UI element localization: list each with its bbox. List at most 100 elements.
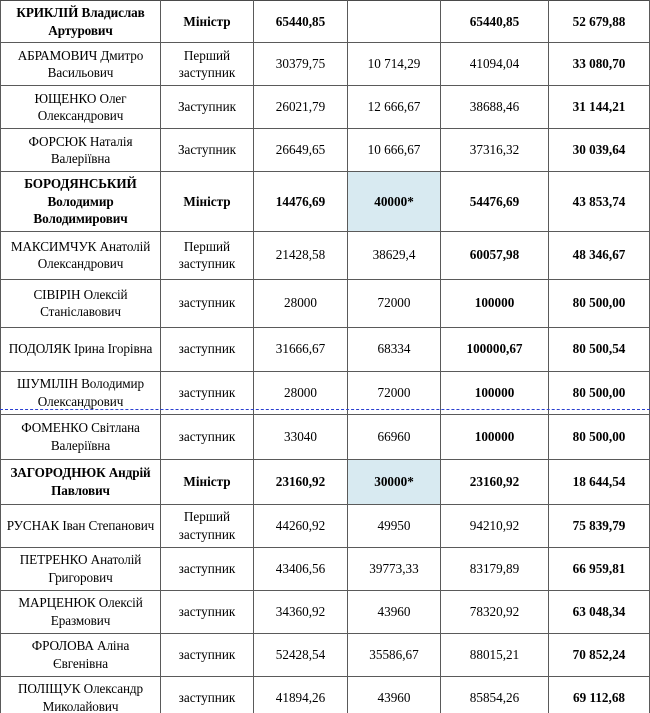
cell-name[interactable]: ПОЛІЩУК Олександр Миколайович — [0, 675, 161, 713]
cell-name[interactable]: ФРОЛОВА Аліна Євгенівна — [0, 632, 161, 677]
cell-salary[interactable]: 65440,85 — [253, 0, 348, 44]
cell-salary[interactable]: 44260,92 — [253, 503, 348, 548]
cell-name[interactable]: СІВІРІН Олексій Станіславович — [0, 278, 161, 328]
table-row[interactable]: ПОЛІЩУК Олександр Миколайович заступник 41… — [0, 675, 650, 713]
cell-bonus[interactable] — [347, 0, 441, 44]
cell-net[interactable]: 33 080,70 — [548, 42, 650, 87]
table-row[interactable]: ЗАГОРОДНЮК Андрій Павлович Міністр 23160,9… — [0, 458, 650, 505]
cell-salary[interactable]: 28000 — [253, 370, 348, 415]
cell-position[interactable]: заступник — [160, 326, 254, 372]
cell-salary[interactable]: 31666,67 — [253, 326, 348, 372]
cell-net[interactable]: 80 500,00 — [548, 278, 650, 328]
cell-total[interactable]: 100000,67 — [440, 326, 549, 372]
cell-bonus[interactable]: 35586,67 — [347, 632, 441, 677]
table-row[interactable]: ПОДОЛЯК Ірина Ігорівна заступник 31666,67 6… — [0, 326, 650, 372]
cell-net[interactable]: 80 500,00 — [548, 413, 650, 460]
cell-total[interactable]: 78320,92 — [440, 589, 549, 634]
cell-net[interactable]: 80 500,54 — [548, 326, 650, 372]
cell-position[interactable]: заступник — [160, 675, 254, 713]
cell-net[interactable]: 18 644,54 — [548, 458, 650, 505]
cell-total[interactable]: 41094,04 — [440, 42, 549, 87]
cell-salary[interactable]: 26021,79 — [253, 85, 348, 130]
cell-total[interactable]: 85854,26 — [440, 675, 549, 713]
table-row[interactable]: ПЕТРЕНКО Анатолій Григорович заступник 434… — [0, 546, 650, 591]
cell-position[interactable]: Перший заступник — [160, 230, 254, 280]
cell-total[interactable]: 23160,92 — [440, 458, 549, 505]
cell-salary[interactable]: 26649,65 — [253, 128, 348, 173]
cell-position[interactable]: Міністр — [160, 0, 254, 44]
table-row[interactable]: ФРОЛОВА Аліна Євгенівна заступник 52428,54… — [0, 632, 650, 677]
cell-net[interactable]: 31 144,21 — [548, 85, 650, 130]
table-row[interactable]: КРИКЛІЙ Владислав Артурович Міністр 65440,… — [0, 0, 650, 44]
cell-bonus[interactable]: 12 666,67 — [347, 85, 441, 130]
cell-net[interactable]: 43 853,74 — [548, 171, 650, 232]
cell-salary[interactable]: 14476,69 — [253, 171, 348, 232]
table-row[interactable]: АБРАМОВИЧ Дмитро Васильович Перший заступ… — [0, 42, 650, 87]
cell-name[interactable]: АБРАМОВИЧ Дмитро Васильович — [0, 42, 161, 87]
cell-name[interactable]: ШУМІЛІН Володимир Олександрович — [0, 370, 161, 415]
cell-net[interactable]: 48 346,67 — [548, 230, 650, 280]
cell-name[interactable]: ЗАГОРОДНЮК Андрій Павлович — [0, 458, 161, 505]
cell-salary[interactable]: 34360,92 — [253, 589, 348, 634]
cell-salary[interactable]: 52428,54 — [253, 632, 348, 677]
cell-bonus[interactable]: 43960 — [347, 675, 441, 713]
cell-name[interactable]: БОРОДЯНСЬКИЙ Володимир Володимирович — [0, 171, 161, 232]
cell-position[interactable]: заступник — [160, 589, 254, 634]
table-row[interactable]: БОРОДЯНСЬКИЙ Володимир Володимирович Міні… — [0, 171, 650, 232]
cell-net[interactable]: 63 048,34 — [548, 589, 650, 634]
cell-position[interactable]: Міністр — [160, 458, 254, 505]
cell-position[interactable]: Перший заступник — [160, 42, 254, 87]
cell-total[interactable]: 37316,32 — [440, 128, 549, 173]
cell-total[interactable]: 83179,89 — [440, 546, 549, 591]
cell-position[interactable]: Заступник — [160, 128, 254, 173]
cell-bonus[interactable]: 39773,33 — [347, 546, 441, 591]
cell-name[interactable]: ФОРСЮК Наталія Валеріївна — [0, 128, 161, 173]
cell-total[interactable]: 60057,98 — [440, 230, 549, 280]
cell-bonus[interactable]: 10 714,29 — [347, 42, 441, 87]
table-row[interactable]: ШУМІЛІН Володимир Олександрович заступник… — [0, 370, 650, 415]
cell-name[interactable]: ПОДОЛЯК Ірина Ігорівна — [0, 326, 161, 372]
cell-position[interactable]: заступник — [160, 278, 254, 328]
cell-position[interactable]: Міністр — [160, 171, 254, 232]
cell-name[interactable]: ФОМЕНКО Світлана Валеріївна — [0, 413, 161, 460]
table-row[interactable]: ЮЩЕНКО Олег Олександрович Заступник 26021,… — [0, 85, 650, 130]
cell-bonus[interactable]: 72000 — [347, 278, 441, 328]
cell-bonus[interactable]: 43960 — [347, 589, 441, 634]
cell-total[interactable]: 100000 — [440, 370, 549, 415]
cell-name[interactable]: МАРЦЕНЮК Олексій Еразмович — [0, 589, 161, 634]
cell-name[interactable]: МАКСИМЧУК Анатолій Олександрович — [0, 230, 161, 280]
cell-total[interactable]: 54476,69 — [440, 171, 549, 232]
cell-total[interactable]: 65440,85 — [440, 0, 549, 44]
cell-salary[interactable]: 41894,26 — [253, 675, 348, 713]
cell-bonus[interactable]: 72000 — [347, 370, 441, 415]
cell-bonus[interactable]: 66960 — [347, 413, 441, 460]
table-row[interactable]: МАКСИМЧУК Анатолій Олександрович Перший з… — [0, 230, 650, 280]
cell-name[interactable]: ПЕТРЕНКО Анатолій Григорович — [0, 546, 161, 591]
cell-bonus[interactable]: 38629,4 — [347, 230, 441, 280]
cell-net[interactable]: 52 679,88 — [548, 0, 650, 44]
cell-salary[interactable]: 43406,56 — [253, 546, 348, 591]
cell-salary[interactable]: 28000 — [253, 278, 348, 328]
cell-position[interactable]: заступник — [160, 632, 254, 677]
cell-name[interactable]: ЮЩЕНКО Олег Олександрович — [0, 85, 161, 130]
cell-net[interactable]: 69 112,68 — [548, 675, 650, 713]
cell-position[interactable]: заступник — [160, 370, 254, 415]
table-row[interactable]: РУСНАК Іван Степанович Перший заступник 44… — [0, 503, 650, 548]
cell-bonus[interactable]: 40000* — [347, 171, 441, 232]
cell-position[interactable]: заступник — [160, 413, 254, 460]
table-row[interactable]: ФОРСЮК Наталія Валеріївна Заступник 26649,… — [0, 128, 650, 173]
cell-net[interactable]: 66 959,81 — [548, 546, 650, 591]
cell-net[interactable]: 70 852,24 — [548, 632, 650, 677]
cell-net[interactable]: 75 839,79 — [548, 503, 650, 548]
cell-salary[interactable]: 33040 — [253, 413, 348, 460]
table-row[interactable]: ФОМЕНКО Світлана Валеріївна заступник 3304… — [0, 413, 650, 460]
cell-name[interactable]: РУСНАК Іван Степанович — [0, 503, 161, 548]
cell-salary[interactable]: 23160,92 — [253, 458, 348, 505]
cell-position[interactable]: заступник — [160, 546, 254, 591]
cell-total[interactable]: 38688,46 — [440, 85, 549, 130]
cell-bonus[interactable]: 10 666,67 — [347, 128, 441, 173]
table-row[interactable]: СІВІРІН Олексій Станіславович заступник 28… — [0, 278, 650, 328]
cell-total[interactable]: 100000 — [440, 278, 549, 328]
cell-position[interactable]: Заступник — [160, 85, 254, 130]
cell-net[interactable]: 30 039,64 — [548, 128, 650, 173]
